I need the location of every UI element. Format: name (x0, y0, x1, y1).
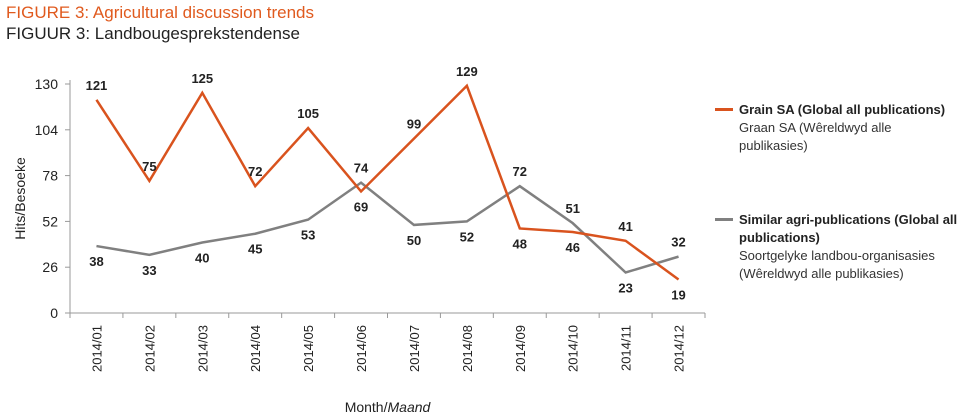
data-label-similar: 53 (301, 228, 315, 243)
data-label-similar: 33 (142, 263, 156, 278)
data-label-grain-sa: 105 (297, 106, 319, 121)
data-label-similar: 23 (618, 280, 632, 295)
data-label-grain-sa: 99 (407, 117, 421, 132)
data-label-grain-sa: 121 (86, 78, 108, 93)
data-label-grain-sa: 46 (565, 240, 579, 255)
x-tick-label: 2014/07 (407, 325, 422, 372)
y-axis-title: Hits/Besoeke (12, 157, 28, 240)
legend-item-grain-sa: Grain SA (Global all publications) Graan… (715, 101, 960, 155)
series-line-similar (96, 181, 679, 274)
legend-sublabel-grain-sa: Graan SA (Wêreldwyd alle publikasies) (739, 120, 892, 153)
x-axis-title: Month/Maand (345, 399, 432, 415)
data-label-similar: 72 (513, 164, 527, 179)
chart-subtitle: FIGUUR 3: Landbougesprekstendense (6, 24, 300, 43)
y-tick-label: 130 (35, 76, 59, 92)
x-tick-label: 2014/12 (672, 325, 687, 372)
x-tick-label: 2014/03 (195, 325, 210, 372)
x-tick-label: 2014/08 (460, 325, 475, 372)
y-tick-label: 26 (42, 259, 58, 275)
x-tick-label: 2014/10 (566, 325, 581, 372)
data-label-similar: 51 (565, 201, 579, 216)
legend-sublabel-similar: Soortgelyke landbou-organisasies (Wêreld… (739, 248, 935, 281)
data-label-similar: 32 (671, 235, 685, 250)
data-label-grain-sa: 75 (142, 159, 156, 174)
x-tick-label: 2014/02 (142, 325, 157, 372)
series-line-grain-sa (95, 83, 680, 281)
data-label-grain-sa: 19 (671, 288, 685, 303)
data-label-similar: 52 (460, 229, 474, 244)
y-tick-label: 104 (35, 122, 59, 138)
x-tick-label: 2014/05 (301, 325, 316, 372)
data-label-similar: 45 (248, 242, 262, 257)
legend-item-similar: Similar agri-publications (Global all pu… (715, 211, 960, 283)
x-tick-label: 2014/09 (513, 325, 528, 372)
data-label-similar: 40 (195, 251, 209, 266)
data-label-grain-sa: 41 (618, 219, 632, 234)
data-label-grain-sa: 129 (456, 64, 478, 79)
data-label-similar: 50 (407, 233, 421, 248)
data-label-grain-sa: 69 (354, 199, 368, 214)
data-label-similar: 38 (89, 254, 103, 269)
data-label-grain-sa: 48 (513, 236, 527, 251)
data-label-grain-sa: 125 (191, 71, 213, 86)
legend-swatch-grain-sa (715, 108, 733, 111)
legend-label-similar: Similar agri-publications (Global all pu… (739, 212, 958, 245)
data-label-grain-sa: 72 (248, 164, 262, 179)
x-tick-label: 2014/04 (248, 325, 263, 372)
y-tick-label: 78 (42, 168, 58, 184)
legend-label-grain-sa: Grain SA (Global all publications) (739, 102, 946, 117)
legend-swatch-similar (715, 218, 733, 221)
y-tick-label: 0 (50, 305, 58, 321)
chart-title: FIGURE 3: Agricultural discussion trends (6, 3, 315, 22)
x-tick-label: 2014/01 (89, 325, 104, 372)
y-tick-label: 52 (42, 213, 58, 229)
data-label-similar: 74 (354, 161, 369, 176)
x-tick-label: 2014/11 (619, 325, 634, 371)
x-tick-label: 2014/06 (354, 325, 369, 372)
